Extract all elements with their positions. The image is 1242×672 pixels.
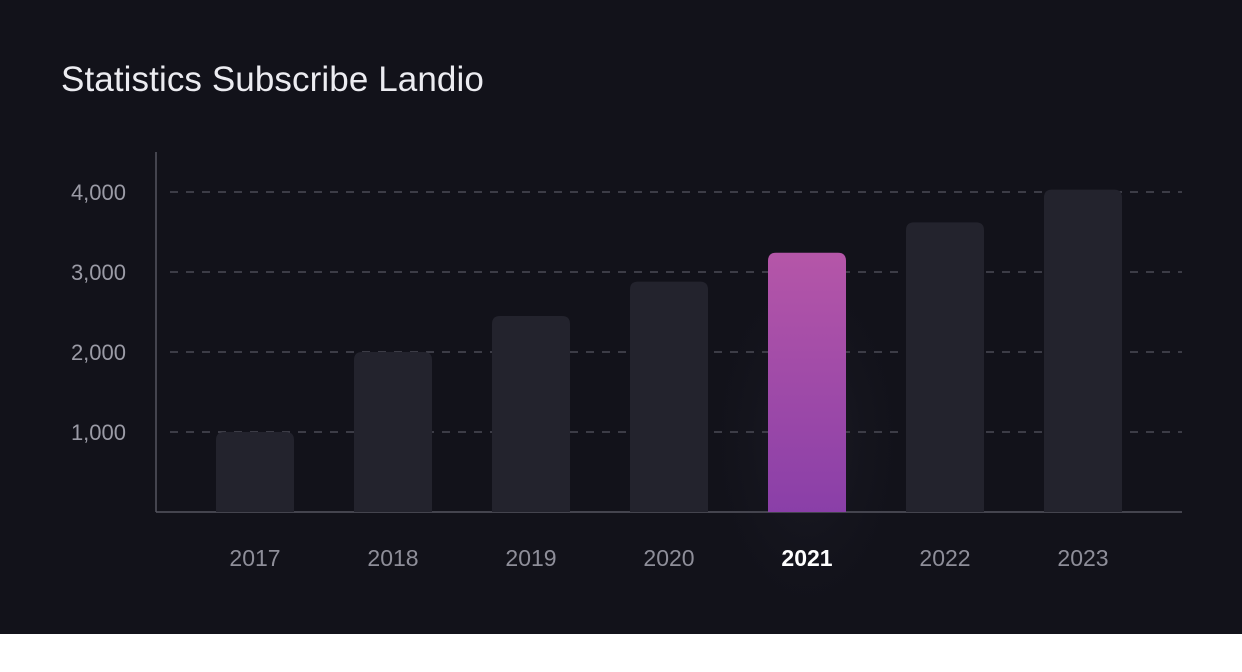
y-tick-label: 2,000 (71, 340, 126, 365)
chart-card: Statistics Subscribe Landio 1,000 2,000 3,… (0, 0, 1242, 634)
y-tick-label: 3,000 (71, 260, 126, 285)
x-tick-label-2022: 2022 (919, 545, 970, 571)
bar-2020[interactable] (630, 281, 708, 512)
bar-chart: 1,000 2,000 3,000 4,000 2017 2018 2019 2020 202… (71, 152, 1182, 634)
chart-title: Statistics Subscribe Landio (61, 60, 484, 99)
bar-2021[interactable] (768, 252, 846, 513)
x-tick-label-2023: 2023 (1057, 545, 1108, 571)
x-tick-label-2017: 2017 (229, 545, 280, 571)
bar-2017[interactable] (216, 432, 294, 512)
x-tick-label-2019: 2019 (505, 545, 556, 571)
x-tick-label-2020: 2020 (643, 545, 694, 571)
x-tick-label-2021: 2021 (781, 545, 832, 571)
y-tick-label: 4,000 (71, 180, 126, 205)
x-tick-labels: 2017 2018 2019 2020 2021 2022 2023 (229, 545, 1108, 571)
y-tick-label: 1,000 (71, 420, 126, 445)
bar-2022[interactable] (906, 222, 984, 512)
bar-2019[interactable] (492, 316, 570, 512)
bar-2018[interactable] (354, 352, 432, 512)
bar-2023[interactable] (1044, 189, 1122, 512)
y-tick-labels: 1,000 2,000 3,000 4,000 (71, 180, 126, 445)
bars (216, 189, 1122, 513)
x-tick-label-2018: 2018 (367, 545, 418, 571)
